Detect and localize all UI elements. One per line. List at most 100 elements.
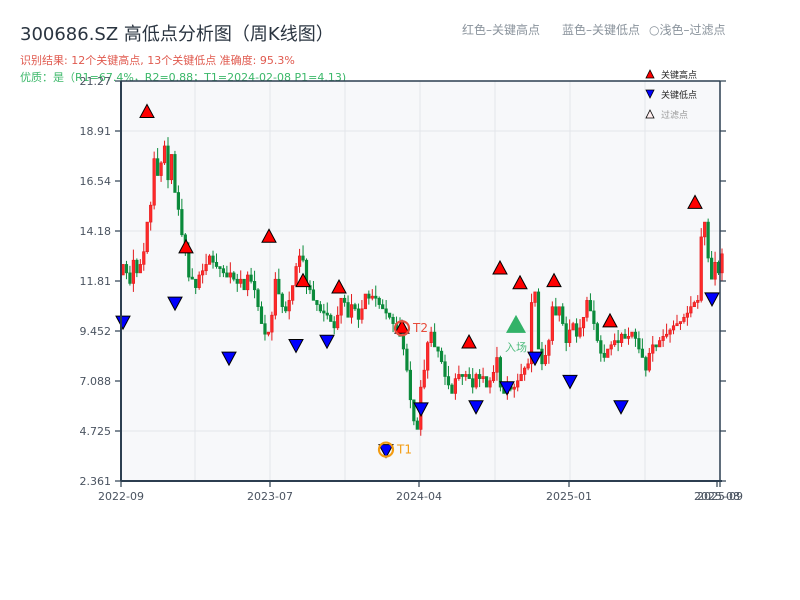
- candle-up: [291, 285, 295, 301]
- candle-up: [370, 295, 374, 299]
- candle-down: [166, 145, 170, 181]
- candle-up: [512, 386, 516, 390]
- candle-up: [159, 162, 163, 176]
- candle-down: [180, 209, 184, 236]
- candle-up: [699, 236, 703, 301]
- key-high-marker: [461, 333, 477, 349]
- candle-up: [453, 378, 457, 394]
- candle-up: [228, 272, 232, 278]
- candle-up: [145, 221, 149, 253]
- candle-up: [287, 300, 291, 312]
- candle-up: [630, 331, 634, 337]
- candle-down: [194, 278, 198, 288]
- key-low-marker: [527, 351, 543, 367]
- candle-up: [619, 333, 624, 343]
- candle-down: [135, 259, 139, 274]
- candle-down: [599, 340, 603, 354]
- candle-down: [384, 308, 388, 314]
- candle-down: [412, 399, 416, 422]
- candle-down: [433, 331, 437, 348]
- candle-up: [585, 300, 589, 318]
- candle-down: [408, 369, 412, 401]
- candle-down: [640, 348, 644, 358]
- candle-down: [574, 323, 579, 337]
- candle-down: [353, 304, 357, 310]
- candle-down: [443, 361, 447, 377]
- candle-down: [446, 376, 451, 386]
- candle-down: [540, 348, 544, 365]
- candle-down: [346, 302, 350, 318]
- t2-ring: [393, 320, 411, 337]
- candle-up: [651, 344, 655, 354]
- key-low-marker: [288, 338, 304, 354]
- candle-up: [720, 253, 724, 274]
- candle-down: [277, 278, 281, 295]
- candle-down: [259, 306, 264, 324]
- candle-up: [689, 306, 693, 314]
- candle-down: [602, 352, 606, 358]
- candle-up: [349, 304, 354, 318]
- candle-down: [225, 272, 229, 278]
- legend-red-key-high: 红色–关键高点: [462, 23, 541, 37]
- y-tick-labels: 2.361 4.725 7.088 9.452 11.81 14.18 16.54 18.91…: [80, 75, 726, 488]
- legend-label: 过滤点: [661, 110, 689, 121]
- legend-light-filtered: ○浅色–过滤点: [649, 23, 726, 37]
- candle-down: [616, 340, 620, 343]
- candle-down: [356, 308, 361, 320]
- key-high-marker: [512, 274, 528, 290]
- key-low-marker: [115, 315, 131, 331]
- candle-up: [606, 348, 610, 358]
- y-tick-label: 16.54: [80, 175, 112, 188]
- candle-down: [536, 291, 541, 350]
- key-high-marker: [492, 259, 508, 275]
- candle-down: [374, 295, 378, 299]
- candle-up: [429, 331, 433, 343]
- candle-up: [142, 251, 146, 265]
- legend: 关键高点 关键低点 过滤点: [645, 64, 697, 124]
- candle-down: [644, 357, 648, 371]
- candle-up: [152, 158, 156, 206]
- key-high-marker: [139, 103, 155, 118]
- candle-up: [529, 302, 534, 365]
- candle-up: [671, 325, 676, 331]
- result-summary: 识别结果: 12个关键高点, 13个关键低点 准确度: 95.3%: [20, 54, 295, 67]
- candle-down: [595, 323, 599, 341]
- candle-down: [190, 276, 194, 280]
- legend-item-key-high: 关键高点: [645, 64, 697, 84]
- candle-up: [557, 306, 561, 316]
- key-low-marker: [704, 292, 720, 307]
- candle-up: [273, 278, 277, 316]
- candle-up: [713, 261, 717, 280]
- candle-down: [284, 306, 288, 312]
- candle-up: [547, 340, 551, 356]
- candle-up: [678, 321, 683, 324]
- key-low-marker: [562, 374, 578, 390]
- candle-down: [561, 306, 565, 324]
- candle-up: [533, 291, 537, 303]
- candle-up: [162, 145, 167, 164]
- y-tick-label: 21.27: [80, 75, 112, 88]
- candle-up: [543, 355, 548, 365]
- annotations: T1 T2 入场: [377, 314, 527, 458]
- candle-up: [609, 344, 613, 350]
- candle-up: [661, 336, 665, 341]
- candle-down: [256, 289, 260, 308]
- candle-up: [703, 221, 707, 238]
- candle-down: [381, 304, 385, 310]
- candle-down: [214, 261, 219, 267]
- candle-up: [571, 323, 575, 331]
- entry-arrow-icon: [506, 314, 526, 333]
- candle-down: [637, 338, 641, 350]
- candle-down: [232, 272, 236, 280]
- candle-up: [457, 374, 461, 379]
- x-tick-labels: 2022-09 2023-07 2024-04 2025-01 2025-082025-…: [98, 481, 743, 503]
- candle-down: [554, 306, 558, 316]
- x-tick-label: 2025-08: [694, 490, 740, 503]
- candle-up: [658, 340, 662, 348]
- key-low-marker: [378, 444, 394, 459]
- y-tick-label: 4.725: [80, 425, 112, 438]
- y-tick-label: 14.18: [80, 225, 112, 238]
- legend-item-key-low: 关键低点: [645, 84, 697, 104]
- key-low-marker: [413, 402, 429, 417]
